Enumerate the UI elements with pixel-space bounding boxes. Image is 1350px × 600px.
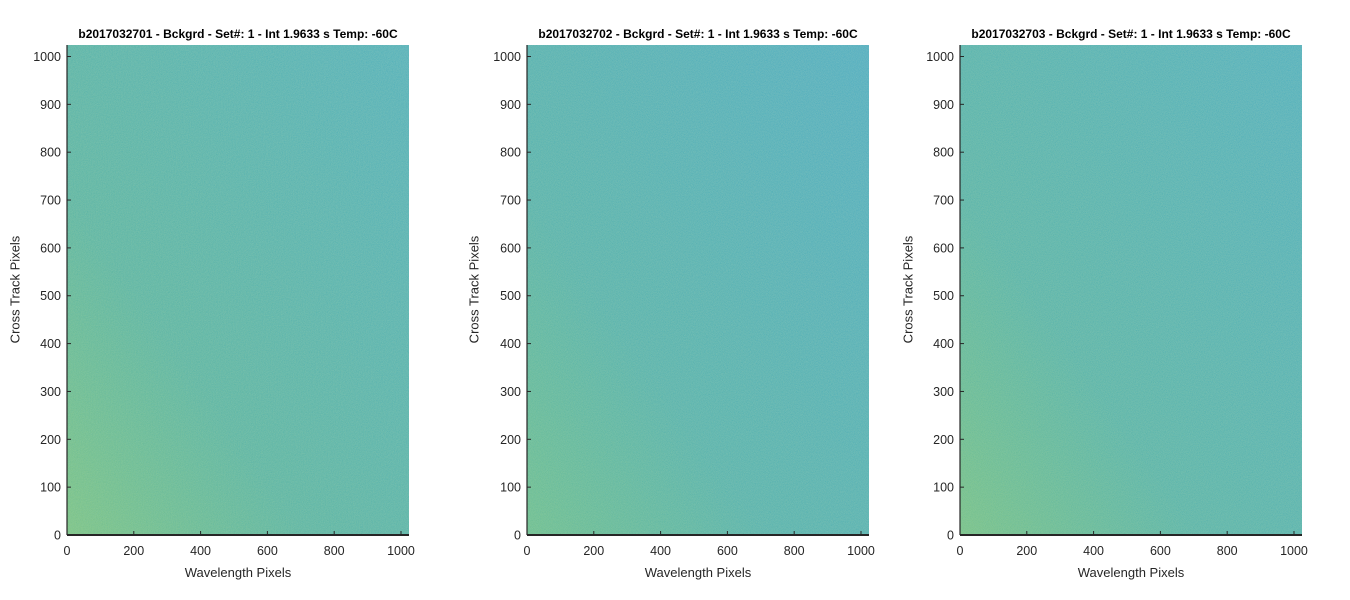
y-tick-label: 400 xyxy=(40,337,61,351)
y-tick-label: 400 xyxy=(933,337,954,351)
y-tick-label: 100 xyxy=(40,481,61,495)
y-tick-label: 700 xyxy=(40,194,61,208)
x-tick-label: 1000 xyxy=(847,544,875,558)
y-tick-label: 900 xyxy=(500,98,521,112)
y-tick-label: 900 xyxy=(933,98,954,112)
x-tick-label: 800 xyxy=(1217,544,1238,558)
x-axis-label: Wavelength Pixels xyxy=(1077,565,1185,580)
x-tick-label: 800 xyxy=(324,544,345,558)
chart-title: b2017032703 - Bckgrd - Set#: 1 - Int 1.9… xyxy=(971,27,1291,41)
x-axis-label: Wavelength Pixels xyxy=(644,565,752,580)
y-tick-label: 100 xyxy=(933,481,954,495)
y-tick-label: 300 xyxy=(40,385,61,399)
x-tick-label: 800 xyxy=(784,544,805,558)
x-tick-label: 200 xyxy=(123,544,144,558)
y-tick-label: 900 xyxy=(40,98,61,112)
x-tick-label: 0 xyxy=(957,544,964,558)
y-tick-label: 200 xyxy=(40,433,61,447)
x-tick-label: 0 xyxy=(524,544,531,558)
chart-title: b2017032701 - Bckgrd - Set#: 1 - Int 1.9… xyxy=(78,27,398,41)
y-tick-label: 700 xyxy=(933,194,954,208)
x-tick-label: 600 xyxy=(257,544,278,558)
y-tick-label: 0 xyxy=(54,529,61,543)
x-tick-label: 600 xyxy=(717,544,738,558)
x-tick-label: 200 xyxy=(583,544,604,558)
y-tick-label: 200 xyxy=(933,433,954,447)
x-tick-label: 0 xyxy=(64,544,71,558)
y-tick-label: 500 xyxy=(500,289,521,303)
y-tick-label: 500 xyxy=(40,289,61,303)
y-tick-label: 500 xyxy=(933,289,954,303)
y-tick-label: 300 xyxy=(933,385,954,399)
x-tick-label: 1000 xyxy=(387,544,415,558)
x-tick-label: 400 xyxy=(650,544,671,558)
x-tick-label: 600 xyxy=(1150,544,1171,558)
y-tick-label: 800 xyxy=(40,146,61,160)
y-tick-label: 1000 xyxy=(926,50,954,64)
y-tick-label: 1000 xyxy=(493,50,521,64)
y-tick-label: 400 xyxy=(500,337,521,351)
y-tick-label: 800 xyxy=(933,146,954,160)
y-tick-label: 700 xyxy=(500,194,521,208)
y-tick-label: 0 xyxy=(947,529,954,543)
y-tick-label: 200 xyxy=(500,433,521,447)
x-axis-label: Wavelength Pixels xyxy=(184,565,292,580)
y-tick-label: 800 xyxy=(500,146,521,160)
y-tick-label: 100 xyxy=(500,481,521,495)
x-tick-label: 200 xyxy=(1016,544,1037,558)
heatmap-image xyxy=(960,45,1302,535)
y-tick-label: 0 xyxy=(514,529,521,543)
heatmap-image xyxy=(527,45,869,535)
y-tick-label: 600 xyxy=(500,241,521,255)
x-tick-label: 400 xyxy=(1083,544,1104,558)
x-tick-label: 1000 xyxy=(1280,544,1308,558)
y-tick-label: 1000 xyxy=(33,50,61,64)
y-tick-label: 300 xyxy=(500,385,521,399)
y-tick-label: 600 xyxy=(40,241,61,255)
heatmap-image xyxy=(67,45,409,535)
chart-title: b2017032702 - Bckgrd - Set#: 1 - Int 1.9… xyxy=(538,27,858,41)
y-tick-label: 600 xyxy=(933,241,954,255)
x-tick-label: 400 xyxy=(190,544,211,558)
